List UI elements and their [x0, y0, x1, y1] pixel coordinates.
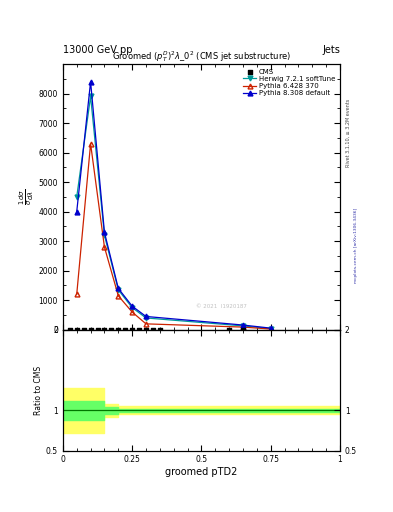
Herwig 7.2.1 softTune: [144, 315, 149, 321]
CMS: [150, 326, 156, 334]
CMS: [67, 326, 73, 334]
Pythia 8.308 default: [144, 313, 149, 319]
Pythia 6.428 370: [144, 321, 149, 327]
Pythia 6.428 370: [74, 291, 79, 297]
Pythia 6.428 370: [116, 293, 121, 299]
Line: Pythia 8.308 default: Pythia 8.308 default: [74, 79, 273, 331]
Pythia 6.428 370: [241, 324, 245, 330]
Pythia 6.428 370: [88, 141, 93, 147]
CMS: [73, 326, 80, 334]
Herwig 7.2.1 softTune: [130, 305, 134, 311]
CMS: [81, 326, 87, 334]
CMS: [115, 326, 121, 334]
CMS: [240, 326, 246, 334]
Herwig 7.2.1 softTune: [241, 323, 245, 329]
Y-axis label: Ratio to CMS: Ratio to CMS: [34, 366, 43, 415]
Pythia 6.428 370: [102, 244, 107, 250]
Text: © 2021  I1920187: © 2021 I1920187: [196, 305, 247, 309]
X-axis label: groomed pTD2: groomed pTD2: [165, 467, 238, 477]
Text: Jets: Jets: [322, 45, 340, 55]
CMS: [87, 326, 94, 334]
Herwig 7.2.1 softTune: [88, 93, 93, 99]
Pythia 8.308 default: [102, 229, 107, 236]
Pythia 8.308 default: [241, 322, 245, 328]
CMS: [226, 326, 232, 334]
Pythia 8.308 default: [116, 285, 121, 291]
Text: 13000 GeV pp: 13000 GeV pp: [63, 45, 132, 55]
Pythia 8.308 default: [74, 208, 79, 215]
Line: Pythia 6.428 370: Pythia 6.428 370: [74, 141, 273, 331]
Text: Rivet 3.1.10, ≥ 3.2M events: Rivet 3.1.10, ≥ 3.2M events: [346, 99, 351, 167]
CMS: [108, 326, 114, 334]
Pythia 6.428 370: [268, 326, 273, 332]
Pythia 8.308 default: [88, 79, 93, 85]
Legend: CMS, Herwig 7.2.1 softTune, Pythia 6.428 370, Pythia 8.308 default: CMS, Herwig 7.2.1 softTune, Pythia 6.428…: [242, 68, 336, 97]
Herwig 7.2.1 softTune: [74, 194, 79, 200]
CMS: [136, 326, 142, 334]
CMS: [94, 326, 101, 334]
Herwig 7.2.1 softTune: [268, 326, 273, 332]
Pythia 8.308 default: [130, 303, 134, 309]
CMS: [157, 326, 163, 334]
Pythia 6.428 370: [130, 309, 134, 315]
CMS: [143, 326, 149, 334]
CMS: [101, 326, 108, 334]
Pythia 8.308 default: [268, 325, 273, 331]
Y-axis label: $\frac{1}{\sigma}\frac{d\sigma}{d\lambda}$: $\frac{1}{\sigma}\frac{d\sigma}{d\lambda…: [18, 189, 36, 205]
Herwig 7.2.1 softTune: [116, 287, 121, 293]
Herwig 7.2.1 softTune: [102, 232, 107, 239]
Title: Groomed $(p_T^D)^2\lambda\_0^2$ (CMS jet substructure): Groomed $(p_T^D)^2\lambda\_0^2$ (CMS jet…: [112, 50, 291, 65]
Line: Herwig 7.2.1 softTune: Herwig 7.2.1 softTune: [74, 94, 273, 331]
Text: mcplots.cern.ch [arXiv:1306.3436]: mcplots.cern.ch [arXiv:1306.3436]: [354, 208, 358, 283]
CMS: [122, 326, 129, 334]
CMS: [129, 326, 135, 334]
